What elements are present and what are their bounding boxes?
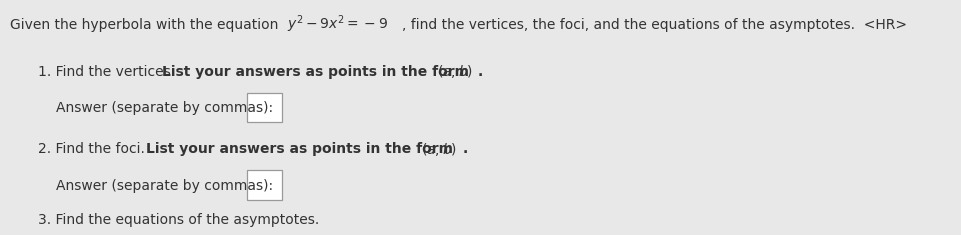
Text: .: .	[462, 142, 467, 156]
Text: 2. Find the foci.: 2. Find the foci.	[38, 142, 150, 156]
Text: $(a, b)$: $(a, b)$	[421, 141, 456, 158]
Text: .: .	[478, 65, 482, 79]
FancyBboxPatch shape	[247, 93, 282, 122]
Text: List your answers as points in the form: List your answers as points in the form	[161, 65, 473, 79]
FancyBboxPatch shape	[247, 170, 282, 200]
Text: $(a, b)$: $(a, b)$	[436, 63, 472, 80]
Text: Answer (separate by commas):: Answer (separate by commas):	[56, 101, 273, 115]
Text: , find the vertices, the foci, and the equations of the asymptotes.  <HR>: , find the vertices, the foci, and the e…	[402, 18, 906, 32]
Text: $y^2 - 9x^2 = -9$: $y^2 - 9x^2 = -9$	[286, 14, 387, 35]
Text: 3. Find the equations of the asymptotes.: 3. Find the equations of the asymptotes.	[38, 213, 319, 227]
Text: Given the hyperbola with the equation: Given the hyperbola with the equation	[10, 18, 283, 32]
Text: Answer (separate by commas):: Answer (separate by commas):	[56, 179, 273, 193]
Text: List your answers as points in the form: List your answers as points in the form	[146, 142, 457, 156]
Text: 1. Find the vertices.: 1. Find the vertices.	[38, 65, 180, 79]
